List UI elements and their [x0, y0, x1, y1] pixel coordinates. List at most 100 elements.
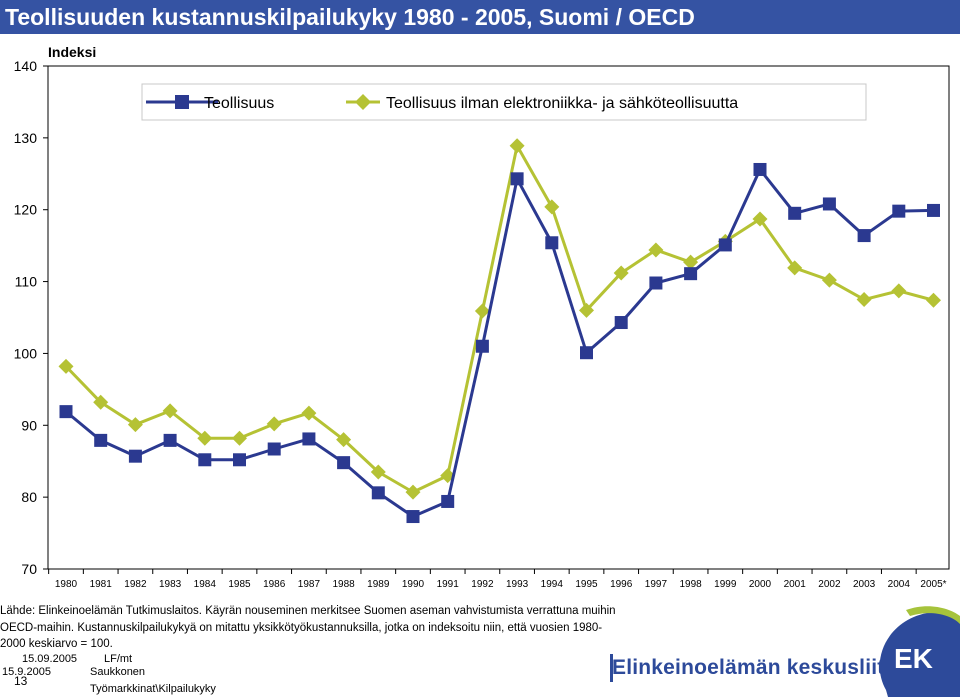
x-tick-label: 1990 [402, 579, 425, 590]
series-2-point [579, 302, 594, 318]
footer-file-path: Työmarkkinat\Kilpailukyky [90, 683, 216, 695]
series-1-point [649, 276, 663, 290]
x-tick-label: 2001 [784, 579, 807, 590]
series-2-point [162, 403, 178, 419]
series-1-point [753, 162, 767, 176]
series-2-point [127, 417, 143, 433]
source-note: Lähde: Elinkeinoelämän Tutkimuslaitos. K… [0, 605, 616, 650]
legend-label-series-2: Teollisuus ilman elektroniikka- ja sähkö… [386, 95, 738, 112]
series-2-point [821, 272, 837, 288]
brand-divider [610, 654, 613, 682]
series-2-point [648, 242, 664, 258]
footer-date-1: 15.09.2005 [22, 653, 78, 665]
legend-label-series-1: Teollisuus [204, 95, 274, 112]
x-tick-label: 1994 [541, 579, 564, 590]
series-2-point [197, 430, 213, 446]
y-axis-title: Indeksi [48, 44, 96, 60]
x-tick-label: 1999 [714, 579, 737, 590]
series-1-point [163, 433, 177, 447]
series-2-point [544, 199, 560, 215]
series-1-point [892, 204, 906, 218]
ek-logo: EK [879, 606, 960, 697]
series-2-point [336, 432, 352, 448]
series-1-point [545, 236, 559, 250]
x-tick-label: 2000 [749, 579, 772, 590]
y-tick-label: 70 [21, 561, 37, 577]
series-2-point [683, 254, 699, 270]
x-tick-label: 1983 [159, 579, 182, 590]
series-1-point [94, 433, 108, 447]
ek-logo-text: EK [894, 643, 933, 674]
series-1-point [822, 197, 836, 211]
x-tick-label: 1986 [263, 579, 286, 590]
series-2-point [93, 394, 109, 410]
x-axis: 1980 1981 1982 1983 1984 1985 1986 1987 1988 1989… [48, 569, 947, 590]
series-2-point [787, 260, 803, 276]
series-1-point [927, 203, 940, 217]
x-tick-label: 1993 [506, 579, 529, 590]
series-1-point [337, 456, 351, 470]
y-tick-label: 120 [14, 202, 38, 218]
x-tick-label: 1987 [298, 579, 321, 590]
x-tick-label: 1997 [645, 579, 668, 590]
series-2-point [509, 138, 525, 154]
series-1-point [267, 442, 281, 456]
series-1-point [198, 453, 212, 467]
series-2-point [752, 211, 768, 227]
x-tick-label: 2005* [920, 579, 946, 590]
series-2-point [301, 405, 317, 421]
x-tick-label: 1998 [679, 579, 702, 590]
x-tick-label: 1988 [332, 579, 355, 590]
series-1-point [128, 449, 142, 463]
series-1-point [857, 229, 871, 243]
series-2 [58, 138, 941, 500]
x-tick-label: 1984 [194, 579, 217, 590]
legend-box [141, 83, 867, 121]
series-2-point [232, 430, 247, 446]
x-tick-label: 1991 [437, 579, 460, 590]
x-tick-label: 1981 [90, 579, 113, 590]
y-tick-label: 80 [21, 489, 37, 505]
brand-name: Elinkeinoelämän keskusliitto [612, 656, 905, 679]
series-1 [59, 162, 940, 524]
series-2-point [474, 303, 490, 319]
x-tick-label: 1989 [367, 579, 390, 590]
x-tick-label: 2004 [888, 579, 911, 590]
series-2-point [891, 283, 907, 299]
x-tick-label: 1985 [228, 579, 251, 590]
series-2-point [370, 464, 386, 480]
x-tick-label: 1996 [610, 579, 633, 590]
series-1-point [788, 206, 802, 220]
series-2-point [405, 484, 421, 500]
series-2-point [266, 416, 282, 432]
x-tick-label: 1995 [575, 579, 598, 590]
y-tick-label: 90 [21, 417, 37, 433]
series-2-point [856, 292, 872, 308]
series-1-point [580, 346, 593, 360]
page-title: Teollisuuden kustannuskilpailukyky 1980 … [0, 0, 960, 34]
legend-marker-series-2 [355, 94, 371, 110]
series-1-point [614, 316, 628, 330]
series-1-point [233, 453, 246, 467]
series-1-point [59, 405, 73, 419]
plot-area [47, 65, 950, 570]
y-tick-label: 140 [14, 58, 38, 74]
x-tick-label: 2003 [853, 579, 876, 590]
y-tick-label: 130 [14, 130, 38, 146]
y-tick-label: 100 [14, 345, 38, 361]
series-1-point [441, 494, 455, 508]
x-tick-label: 1992 [471, 579, 494, 590]
y-tick-label: 110 [15, 274, 38, 290]
x-tick-label: 1980 [55, 579, 78, 590]
series-1-point [302, 432, 316, 446]
series-1-point [475, 339, 489, 353]
series-1-point [718, 238, 732, 252]
footer-author-code: LF/mt [104, 653, 133, 665]
series-1-point [684, 267, 698, 281]
series-1-point [510, 172, 524, 186]
x-tick-label: 2002 [818, 579, 841, 590]
series-2-point [58, 358, 74, 374]
footer-author-name: Saukkonen [90, 666, 146, 678]
x-tick-label: 1982 [124, 579, 147, 590]
